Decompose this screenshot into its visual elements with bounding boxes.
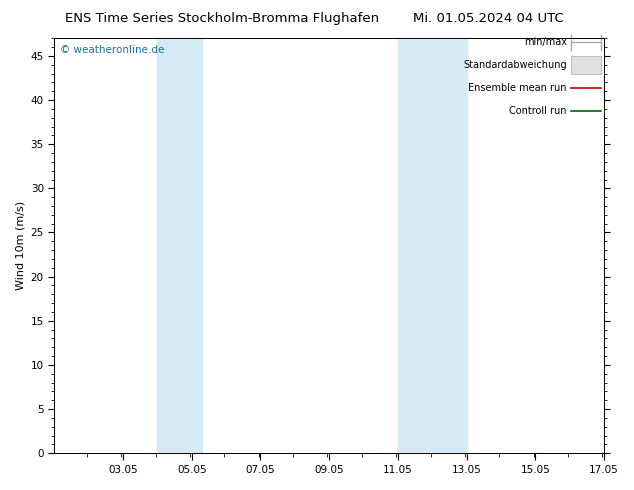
Bar [571,56,602,74]
Bar [398,38,467,453]
Y-axis label: Wind 10m (m/s): Wind 10m (m/s) [15,201,25,290]
Text: Ensemble mean run: Ensemble mean run [469,83,567,93]
Text: min/max: min/max [524,37,567,48]
Text: Mi. 01.05.2024 04 UTC: Mi. 01.05.2024 04 UTC [413,12,564,25]
Bar [157,38,202,453]
Text: © weatheronline.de: © weatheronline.de [60,45,164,54]
Text: ENS Time Series Stockholm-Bromma Flughafen: ENS Time Series Stockholm-Bromma Flughaf… [65,12,379,25]
Text: Standardabweichung: Standardabweichung [463,60,567,70]
Text: Controll run: Controll run [509,106,567,116]
